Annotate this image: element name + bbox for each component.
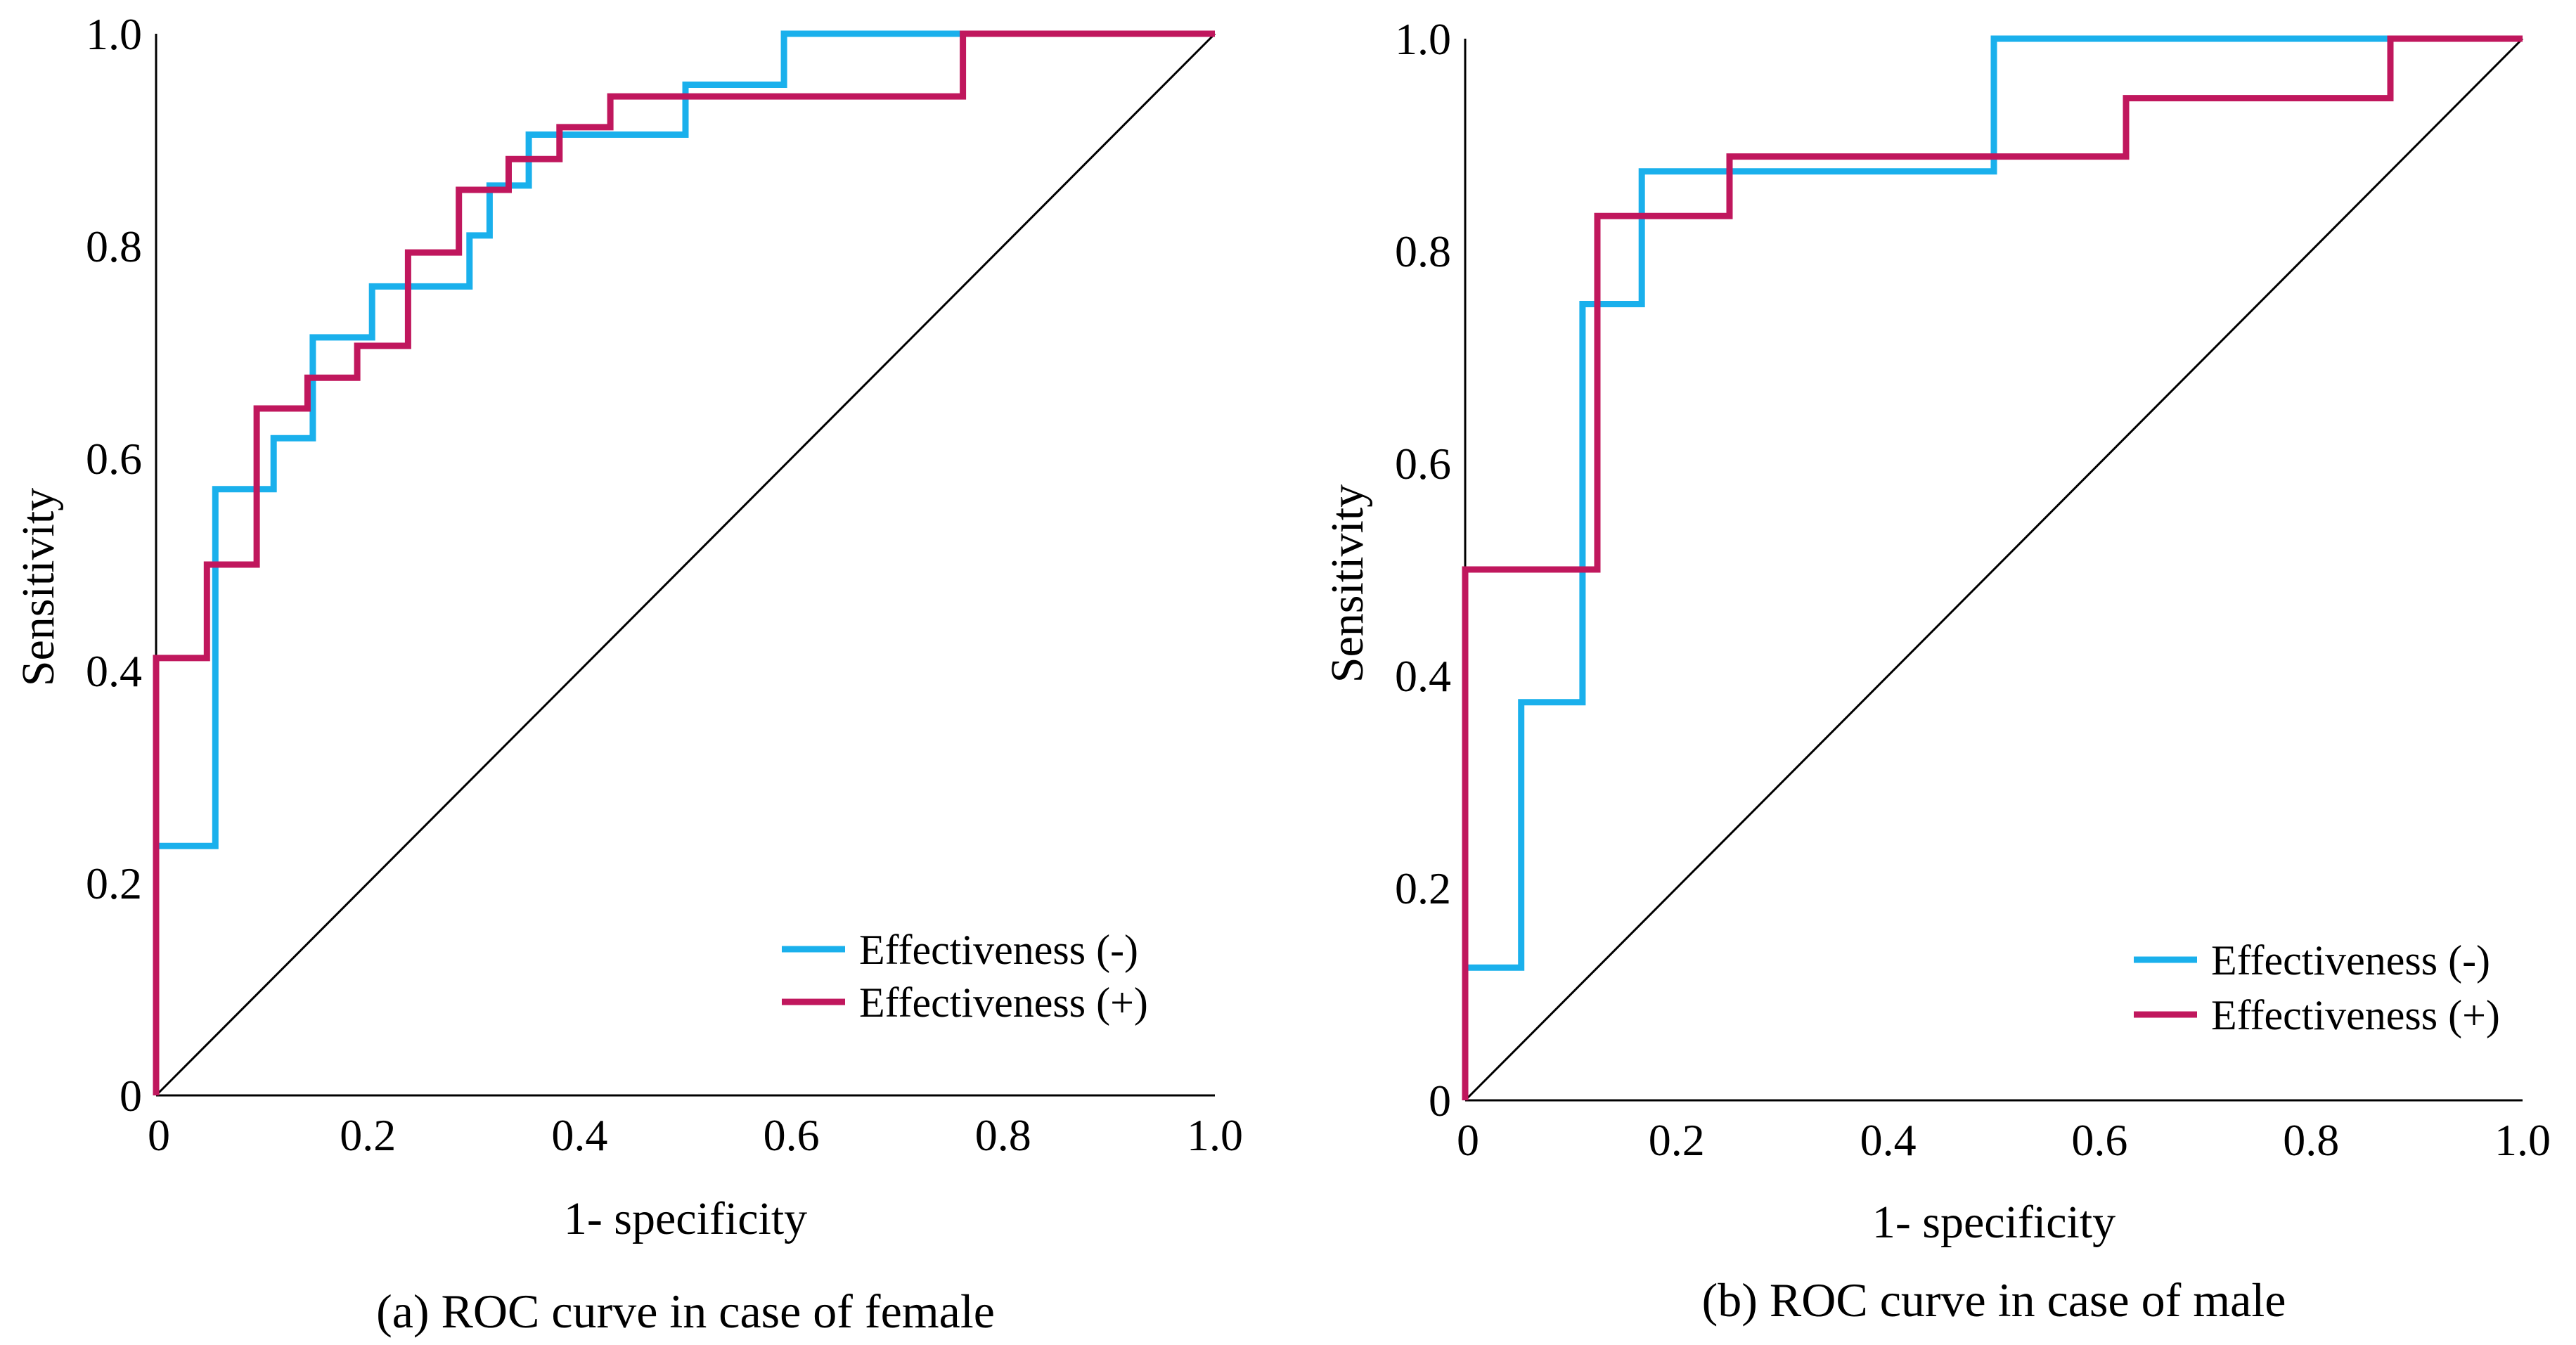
x-tick-label: 0 xyxy=(1457,1115,1479,1165)
reference-diagonal-line xyxy=(1464,37,2524,1102)
y-tick-label: 0.6 xyxy=(86,434,142,484)
y-tick-label: 0.4 xyxy=(86,646,142,696)
x-tick-label: 0.4 xyxy=(1860,1115,1917,1165)
legend: Effectiveness (-) Effectiveness (+) xyxy=(782,927,1148,1026)
x-axis-title: 1- specificity xyxy=(564,1193,807,1244)
legend-label-effectiveness-positive: Effectiveness (+) xyxy=(2211,992,2500,1038)
y-tick-label: 1.0 xyxy=(1395,14,1451,64)
panel-caption: (b) ROC curve in case of male xyxy=(1702,1273,2286,1327)
series-line-effectiveness-positive xyxy=(1462,35,2523,1100)
y-tick-label: 0.4 xyxy=(1395,651,1451,701)
legend-label-effectiveness-negative: Effectiveness (-) xyxy=(859,927,1138,973)
x-tick-label: 0.4 xyxy=(551,1110,607,1160)
roc-panel-female: 0 0.2 0.4 0.6 0.8 1.0 0 0.2 0.4 0.6 0.8 1.0 Sensiti… xyxy=(13,9,1243,1338)
legend-label-effectiveness-positive: Effectiveness (+) xyxy=(859,979,1148,1026)
y-axis-title: Sensitivity xyxy=(13,488,64,686)
roc-panel-male: 0 0.2 0.4 0.6 0.8 1.0 0 0.2 0.4 0.6 0.8 1.0 Sensiti… xyxy=(1322,14,2551,1327)
x-tick-label: 0.2 xyxy=(340,1110,396,1160)
reference-diagonal-line xyxy=(155,32,1216,1097)
x-tick-label: 1.0 xyxy=(1187,1110,1243,1160)
x-tick-label: 0.2 xyxy=(1649,1115,1705,1165)
y-axis-title: Sensitivity xyxy=(1322,484,1373,683)
y-tick-label: 0.8 xyxy=(86,221,142,271)
series-line-effectiveness-negative xyxy=(153,30,1215,1095)
series-line-effectiveness-negative xyxy=(1462,35,2523,1100)
legend-label-effectiveness-negative: Effectiveness (-) xyxy=(2211,937,2490,984)
x-tick-label: 0.8 xyxy=(975,1110,1031,1160)
x-tick-label: 1.0 xyxy=(2494,1115,2551,1165)
legend: Effectiveness (-) Effectiveness (+) xyxy=(2134,937,2500,1038)
y-tick-label: 0 xyxy=(1429,1076,1451,1126)
panel-caption: (a) ROC curve in case of female xyxy=(376,1285,995,1338)
axis-ticks: 0 0.2 0.4 0.6 0.8 1.0 0 0.2 0.4 0.6 0.8 1.0 xyxy=(86,9,1243,1160)
x-tick-label: 0.6 xyxy=(2071,1115,2127,1165)
y-tick-label: 0 xyxy=(120,1071,142,1121)
y-tick-label: 0.6 xyxy=(1395,439,1451,489)
y-tick-label: 0.8 xyxy=(1395,226,1451,276)
x-tick-label: 0.8 xyxy=(2283,1115,2339,1165)
x-tick-label: 0 xyxy=(148,1110,170,1160)
series-line-effectiveness-positive xyxy=(153,30,1215,1095)
y-tick-label: 1.0 xyxy=(86,9,142,59)
x-tick-label: 0.6 xyxy=(764,1110,820,1160)
y-tick-label: 0.2 xyxy=(86,858,142,908)
x-axis-title: 1- specificity xyxy=(1872,1197,2115,1248)
y-tick-label: 0.2 xyxy=(1395,863,1451,913)
axis-ticks: 0 0.2 0.4 0.6 0.8 1.0 0 0.2 0.4 0.6 0.8 1.0 xyxy=(1395,14,2551,1165)
